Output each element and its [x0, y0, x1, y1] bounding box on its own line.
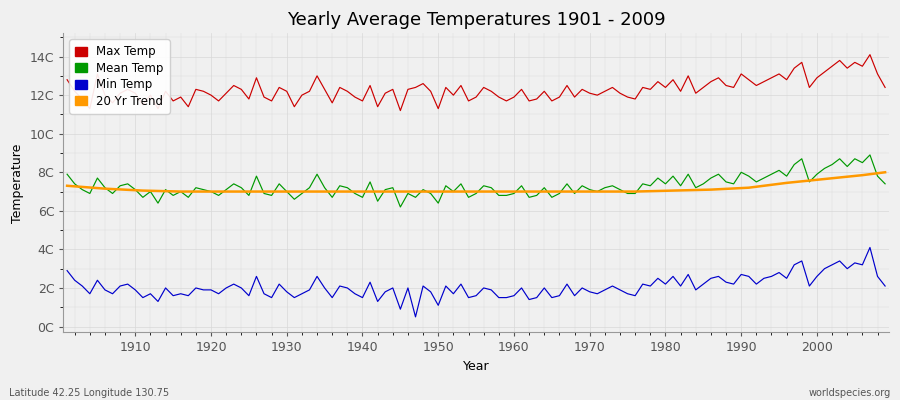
Title: Yearly Average Temperatures 1901 - 2009: Yearly Average Temperatures 1901 - 2009	[287, 11, 665, 29]
Text: worldspecies.org: worldspecies.org	[809, 388, 891, 398]
Y-axis label: Temperature: Temperature	[11, 143, 24, 222]
X-axis label: Year: Year	[463, 360, 490, 373]
Text: Latitude 42.25 Longitude 130.75: Latitude 42.25 Longitude 130.75	[9, 388, 169, 398]
Legend: Max Temp, Mean Temp, Min Temp, 20 Yr Trend: Max Temp, Mean Temp, Min Temp, 20 Yr Tre…	[69, 39, 170, 114]
